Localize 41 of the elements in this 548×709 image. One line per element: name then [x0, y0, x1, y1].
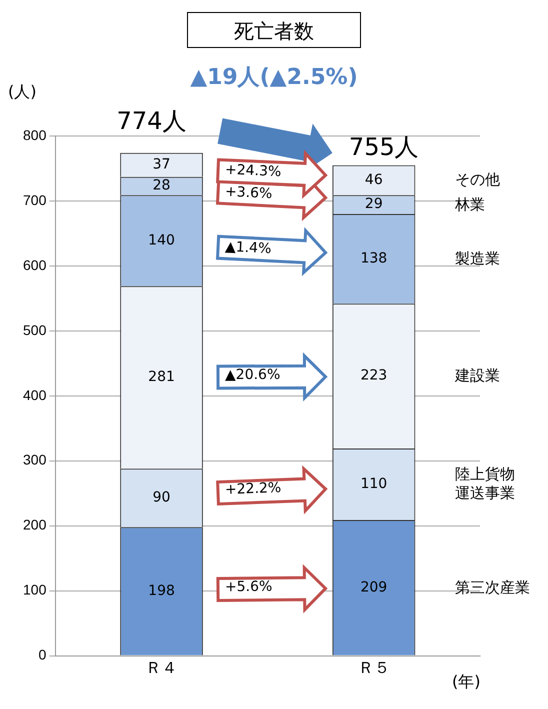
data-label: 46	[364, 172, 383, 188]
x-tick-label: Ｒ４	[146, 660, 178, 677]
total-label: 755人	[348, 132, 419, 164]
y-tick-label: 400	[23, 386, 47, 403]
y-tick-label: 700	[23, 192, 47, 208]
x-axis-title: (年)	[452, 672, 480, 693]
data-label: 223	[360, 368, 388, 384]
chart-title: 死亡者数	[187, 12, 361, 48]
annotation: +5.6%	[224, 579, 272, 596]
annotation: +22.2%	[224, 480, 282, 498]
y-tick-label: 300	[23, 452, 47, 468]
y-tick-label: 0	[38, 646, 47, 663]
text: 林業	[455, 195, 486, 214]
text: 建設業	[455, 366, 500, 386]
text: 第三次産業	[455, 578, 530, 598]
total-label: 774人	[116, 106, 186, 137]
y-tick-label: 800	[23, 126, 47, 143]
y-tick-label: 600	[23, 256, 47, 273]
chart-subtitle: ▲19人(▲2.5%)	[190, 65, 358, 90]
text: その他	[455, 170, 500, 190]
data-label: 29	[364, 196, 383, 212]
data-label: 37	[152, 156, 170, 173]
annotation: ▲1.4%	[224, 238, 272, 257]
text: 陸上貨物運送事業	[455, 465, 516, 504]
annotation: +24.3%	[224, 161, 282, 180]
text: 製造業	[455, 249, 500, 268]
y-tick-label: 500	[23, 322, 47, 338]
annotation: +3.6%	[224, 184, 273, 202]
data-label: 198	[148, 582, 175, 599]
data-label: 110	[360, 476, 388, 492]
y-tick-label: 200	[23, 516, 47, 533]
data-label: 209	[360, 579, 388, 596]
annotation: ▲20.6%	[224, 366, 280, 383]
x-tick-label: Ｒ５	[358, 660, 390, 677]
y-axis-title: (人)	[8, 82, 36, 103]
data-label: 90	[152, 490, 170, 506]
data-label: 138	[360, 250, 388, 266]
data-label: 281	[148, 369, 175, 386]
y-tick-label: 100	[23, 582, 47, 598]
data-label: 140	[148, 232, 175, 248]
data-label: 28	[152, 178, 170, 194]
